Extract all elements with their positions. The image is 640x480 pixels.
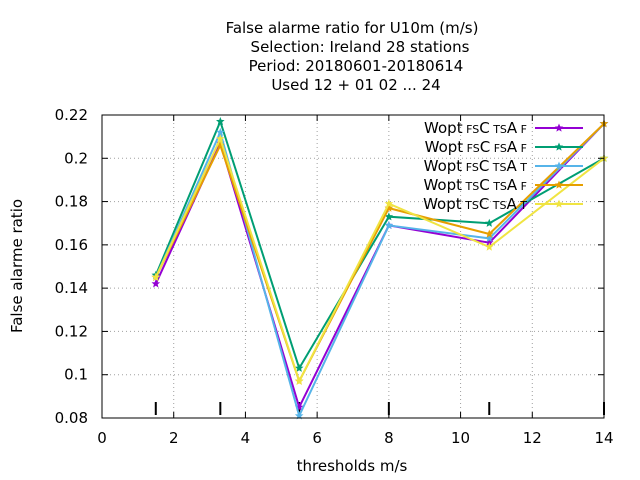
data-point	[485, 218, 494, 227]
data-point	[216, 117, 225, 126]
y-tick-label: 0.18	[55, 193, 88, 211]
y-axis-label: False alarme ratio	[8, 199, 26, 333]
legend-marker	[554, 123, 564, 132]
y-tick-label: 0.1	[64, 366, 88, 384]
data-point	[384, 212, 394, 221]
legend-marker	[554, 161, 564, 170]
series-line	[154, 122, 605, 384]
legend-label: Wopt TSC TSA F	[423, 176, 527, 194]
data-point	[485, 242, 494, 251]
x-tick-labels: 0 2 4 6 8 10 12 14	[97, 115, 614, 447]
y-tick-label: 0.12	[55, 322, 88, 340]
title-line-3: Period: 20180601-20180614	[249, 57, 464, 75]
y-tick-label: 0.22	[55, 106, 88, 124]
data-point	[485, 229, 494, 238]
data-point	[384, 199, 394, 208]
legend-marker	[554, 142, 564, 151]
chart-title: False alarme ratio for U10m (m/s) Select…	[226, 19, 479, 94]
legend-label: Wopt TSC TSA T	[423, 195, 527, 213]
title-line-2: Selection: Ireland 28 stations	[251, 38, 470, 56]
x-tick-label: 6	[312, 429, 322, 447]
x-tick-label: 2	[169, 429, 179, 447]
series-lines	[151, 117, 609, 420]
title-line-1: False alarme ratio for U10m (m/s)	[226, 19, 479, 37]
x-tick-label: 0	[97, 429, 107, 447]
x-tick-label: 8	[384, 429, 394, 447]
data-point	[294, 363, 304, 372]
y-tick-label: 0.16	[55, 236, 88, 254]
legend-marker	[554, 199, 564, 208]
series-5	[151, 134, 609, 385]
plot-frame	[101, 114, 605, 419]
data-point	[294, 376, 304, 385]
x-tick-label: 10	[451, 429, 470, 447]
series-3	[151, 119, 609, 420]
data-point	[294, 411, 304, 420]
legend-marker	[554, 180, 564, 189]
x-tick-label: 12	[523, 429, 542, 447]
data-point	[151, 279, 161, 288]
y-tick-label: 0.08	[55, 409, 88, 427]
y-tick-labels: 0.08 0.1 0.12 0.14 0.16 0.18 0.2 0.22	[55, 106, 604, 427]
y-tick-label: 0.2	[64, 149, 88, 167]
legend-label: Wopt FSC TSA T	[424, 157, 528, 175]
threshold-markers	[154, 402, 605, 415]
data-point	[216, 127, 225, 136]
data-point	[384, 220, 394, 229]
grid	[102, 115, 604, 418]
legend-label: Wopt FSC FSA F	[425, 138, 527, 156]
data-point	[151, 272, 161, 281]
x-tick-label: 14	[594, 429, 613, 447]
data-point	[485, 233, 494, 242]
legend-label: Wopt FSC TSA F	[424, 119, 527, 137]
data-point	[384, 203, 394, 212]
series-4	[151, 119, 609, 385]
x-axis-label: thresholds m/s	[297, 457, 408, 475]
title-line-4: Used 12 + 01 02 ... 24	[271, 76, 440, 94]
data-point	[294, 402, 304, 411]
series-line	[154, 122, 605, 419]
x-tick-label: 4	[241, 429, 251, 447]
y-tick-label: 0.14	[55, 279, 88, 297]
data-point	[216, 134, 225, 143]
series-1	[151, 119, 609, 411]
series-line	[154, 136, 605, 384]
